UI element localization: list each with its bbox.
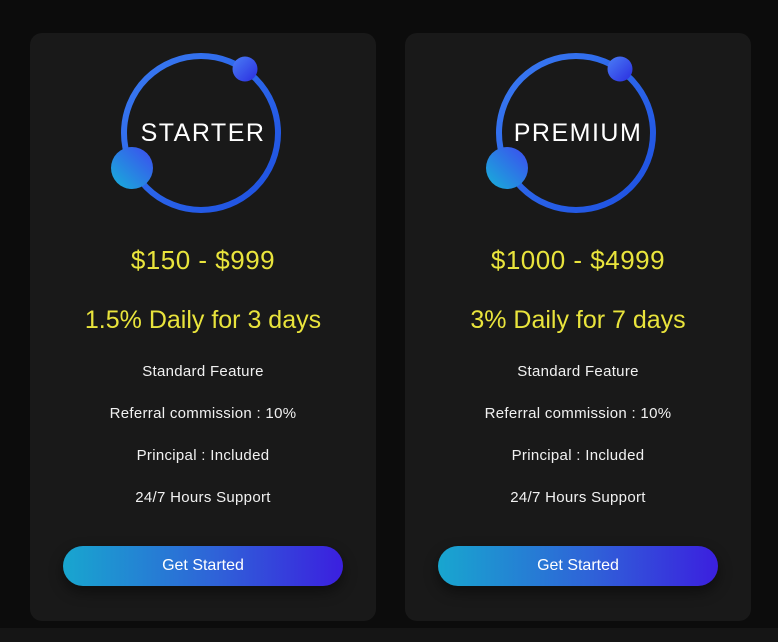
- plan-orbit-graphic: STARTER: [83, 45, 323, 225]
- feature-item: Referral commission : 10%: [109, 405, 297, 422]
- plan-name: PREMIUM: [513, 119, 643, 147]
- plan-daily-return: 1.5% Daily for 3 days: [84, 306, 322, 334]
- feature-item: Referral commission : 10%: [484, 405, 672, 422]
- orbit-ring-icon: [486, 53, 656, 213]
- plan-name: STARTER: [140, 119, 266, 147]
- pricing-card-premium: PREMIUM $1000 - $4999 3% Daily for 7 day…: [405, 33, 751, 621]
- plan-orbit-graphic: PREMIUM: [458, 45, 698, 225]
- plan-daily-return: 3% Daily for 7 days: [470, 306, 686, 334]
- footer-strip: [0, 628, 778, 642]
- orbit-big-dot: [486, 147, 528, 189]
- orbit-big-dot: [111, 147, 153, 189]
- orbit-small-dot: [607, 56, 633, 82]
- get-started-button[interactable]: Get Started: [438, 546, 718, 586]
- feature-item: Principal : Included: [136, 447, 270, 464]
- orbit-ring-icon: [111, 53, 281, 213]
- feature-item: 24/7 Hours Support: [135, 489, 271, 506]
- orbit-small-dot: [232, 56, 258, 82]
- feature-item: 24/7 Hours Support: [510, 489, 646, 506]
- plan-feature-list: Standard Feature Referral commission : 1…: [485, 364, 672, 506]
- feature-item: Standard Feature: [142, 363, 264, 380]
- plan-price-range: $150 - $999: [130, 245, 276, 275]
- plan-feature-list: Standard Feature Referral commission : 1…: [110, 364, 297, 506]
- pricing-card-starter: STARTER $150 - $999 1.5% Daily for 3 day…: [30, 33, 376, 621]
- plan-price-range: $1000 - $4999: [490, 245, 666, 275]
- get-started-button[interactable]: Get Started: [63, 546, 343, 586]
- feature-item: Standard Feature: [517, 363, 639, 380]
- feature-item: Principal : Included: [511, 447, 645, 464]
- pricing-cards-row: STARTER $150 - $999 1.5% Daily for 3 day…: [30, 33, 751, 621]
